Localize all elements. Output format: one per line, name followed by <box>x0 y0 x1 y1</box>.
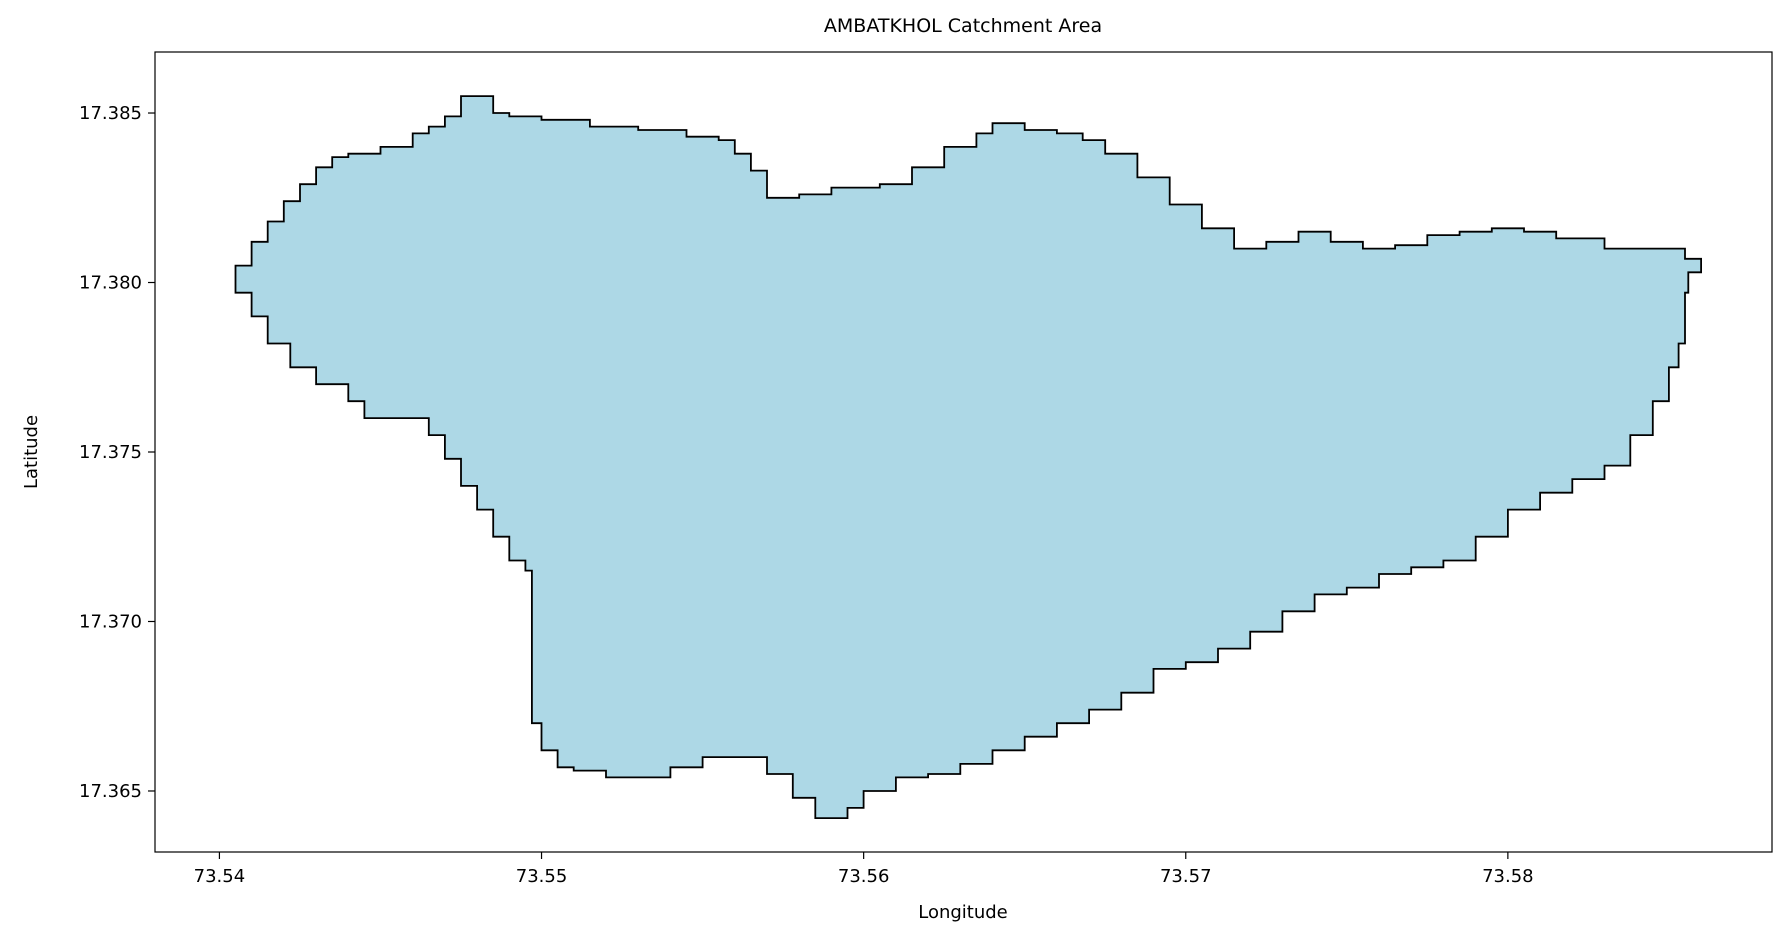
y-tick-label: 17.385 <box>79 103 142 124</box>
x-axis-ticks: 73.54 73.55 73.56 73.57 73.58 <box>194 852 1534 887</box>
x-tick-label: 73.58 <box>1482 866 1534 887</box>
y-tick-label: 17.380 <box>79 273 142 294</box>
y-axis-label: Latitude <box>21 415 42 489</box>
catchment-polygon <box>234 95 1702 819</box>
x-tick-label: 73.54 <box>194 866 246 887</box>
x-tick-label: 73.57 <box>1160 866 1212 887</box>
y-axis-ticks: 17.365 17.370 17.375 17.380 17.385 <box>79 103 155 802</box>
y-tick-label: 17.365 <box>79 781 142 802</box>
x-axis-label: Longitude <box>918 902 1008 923</box>
x-tick-label: 73.55 <box>516 866 568 887</box>
x-tick-label: 73.56 <box>838 866 890 887</box>
y-tick-label: 17.370 <box>79 611 142 632</box>
y-tick-label: 17.375 <box>79 442 142 463</box>
chart-title: AMBATKHOL Catchment Area <box>824 15 1102 37</box>
